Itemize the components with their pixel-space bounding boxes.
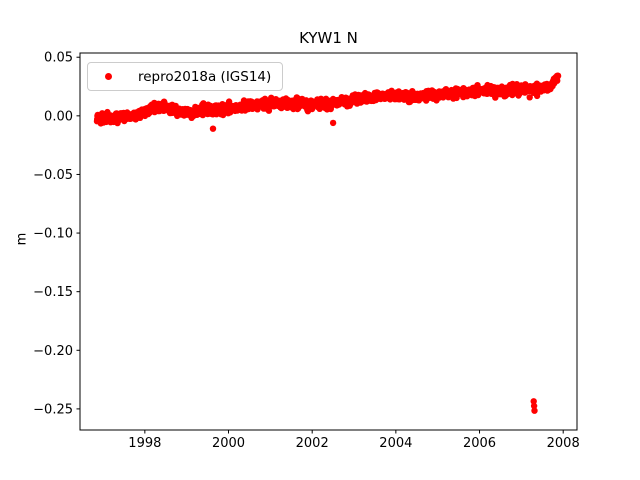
y-tick-label: 0.05: [44, 51, 73, 66]
data-point: [526, 94, 533, 101]
data-point: [533, 92, 541, 100]
y-tick-label: −0.15: [33, 285, 73, 300]
outlier-data-point: [531, 407, 538, 414]
scatter-series: [93, 72, 562, 414]
legend: repro2018a (IGS14): [87, 62, 283, 91]
outlier-data-point: [209, 125, 217, 132]
x-tick-label: 2008: [547, 436, 580, 451]
y-tick-label: −0.05: [33, 168, 73, 183]
outlier-data-point: [530, 398, 537, 405]
y-tick-label: −0.20: [33, 344, 73, 359]
legend-label: repro2018a (IGS14): [138, 68, 272, 85]
chart-title: KYW1 N: [299, 29, 358, 47]
x-tick-label: 2004: [379, 436, 412, 451]
y-tick-label: −0.10: [33, 227, 73, 242]
y-tick-label: 0.00: [44, 109, 73, 124]
x-tick-label: 2006: [463, 436, 496, 451]
outlier-data-point: [530, 402, 538, 410]
outlier-data-point: [329, 119, 337, 127]
x-tick-label: 2002: [296, 436, 329, 451]
x-axis-ticks: 1998 2000 2002 2004 2006 2008: [128, 430, 580, 451]
x-tick-label: 1998: [128, 436, 161, 451]
plot-frame: [79, 52, 578, 431]
x-tick-label: 2000: [212, 436, 245, 451]
y-axis-ticks: 0.05 0.00 −0.05 −0.10 −0.15 −0.20 −0.25: [33, 51, 80, 417]
data-point: [225, 98, 233, 105]
y-tick-label: −0.25: [33, 402, 73, 417]
data-point: [265, 107, 273, 114]
data-point: [554, 72, 562, 80]
legend-marker-icon: [105, 73, 112, 80]
